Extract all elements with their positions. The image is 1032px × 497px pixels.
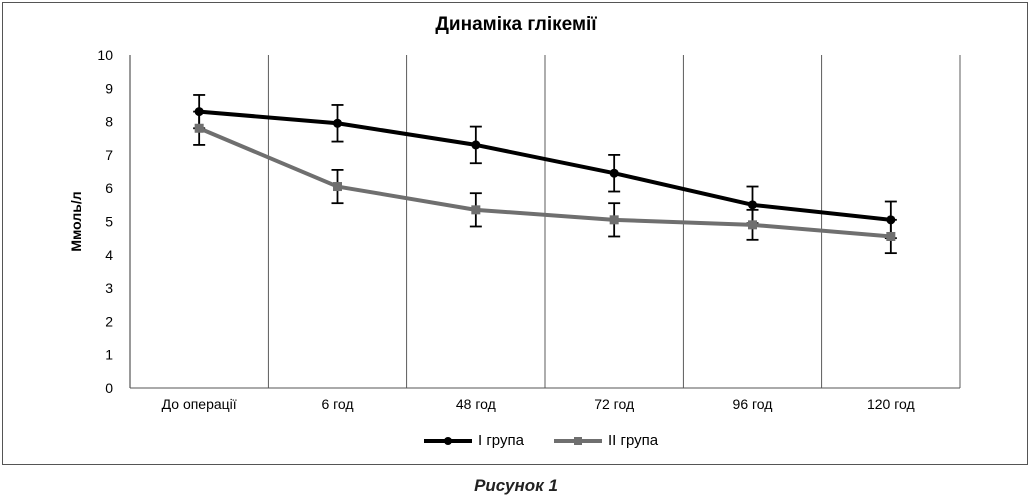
legend-marker-series-2 (554, 436, 602, 445)
y-tick-label: 9 (105, 80, 113, 96)
data-point-series-1 (471, 140, 481, 150)
legend-item-series-1: I група (424, 432, 524, 449)
series-line-2 (198, 126, 892, 239)
x-tick-label: 120 год (867, 396, 915, 412)
chart-title: Динаміка глікемії (435, 14, 597, 35)
figure-caption: Рисунок 1 (474, 476, 558, 495)
y-tick-label: 10 (97, 47, 113, 63)
data-point-series-2 (609, 215, 619, 225)
legend-label-series-2: II група (608, 432, 659, 449)
series-line-1 (198, 109, 892, 222)
y-tick-label: 3 (105, 280, 113, 296)
x-tick-label: 6 год (321, 396, 353, 412)
y-tick-label: 8 (105, 114, 113, 130)
x-tick-label: До операції (162, 396, 237, 412)
y-tick-label: 4 (105, 247, 113, 263)
x-tick-label: 96 год (733, 396, 773, 412)
y-tick-label: 6 (105, 180, 113, 196)
y-axis-label: Ммоль/л (68, 191, 84, 251)
legend-marker-series-1 (424, 436, 472, 445)
legend: I група II група (0, 432, 1032, 454)
x-tick-label: 72 год (594, 396, 634, 412)
y-tick-label: 0 (105, 380, 113, 396)
data-point-series-2 (471, 205, 481, 215)
data-point-series-1 (333, 118, 342, 128)
data-point-series-2 (748, 220, 757, 230)
y-tick-label: 7 (105, 147, 113, 163)
legend-label-series-1: I група (478, 432, 524, 449)
y-tick-label: 2 (105, 313, 113, 329)
data-point-series-2 (194, 123, 204, 133)
y-tick-label: 1 (105, 347, 113, 363)
legend-item-series-2: II група (554, 432, 658, 449)
y-tick-label: 5 (105, 214, 113, 230)
data-point-series-1 (609, 168, 619, 178)
x-tick-label: 48 год (456, 396, 496, 412)
data-point-series-1 (748, 200, 757, 210)
data-point-series-2 (886, 231, 896, 241)
data-point-series-2 (333, 182, 342, 192)
